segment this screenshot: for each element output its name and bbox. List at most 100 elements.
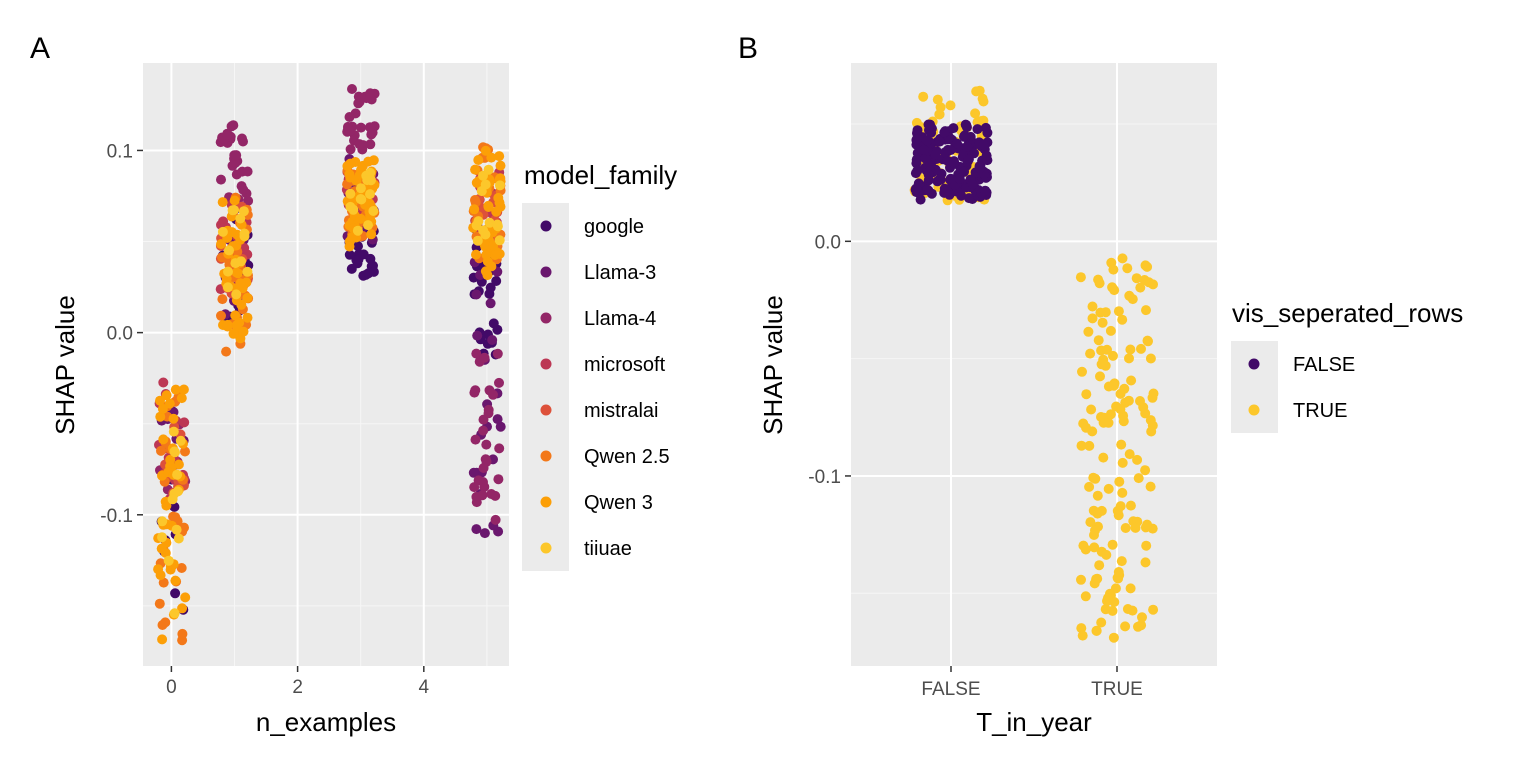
legend-key-google (540, 220, 552, 232)
data-point (170, 447, 180, 458)
data-point (345, 172, 356, 183)
data-point (242, 312, 253, 323)
data-point (480, 179, 491, 190)
data-point (1142, 261, 1153, 272)
panel-a-y-tick-label: -0.1 (100, 506, 133, 527)
data-point (480, 229, 491, 240)
data-point (1114, 476, 1125, 487)
data-point (1120, 523, 1131, 533)
data-point (156, 445, 166, 456)
data-point (926, 127, 937, 138)
data-point (468, 467, 479, 478)
data-point (239, 231, 250, 242)
panel-a-x-axis-title: n_examples (256, 707, 396, 737)
data-point (492, 324, 503, 335)
data-point (952, 138, 963, 149)
data-point (962, 141, 973, 152)
data-point (1140, 465, 1151, 476)
data-point (1116, 556, 1127, 567)
data-point (1085, 348, 1096, 359)
data-point (1083, 326, 1094, 337)
data-point (978, 140, 989, 151)
data-point (492, 414, 503, 425)
data-point (168, 413, 179, 424)
data-point (345, 201, 356, 212)
data-point (1103, 381, 1114, 392)
data-point (1084, 440, 1095, 451)
data-point (366, 229, 377, 240)
data-point (231, 320, 242, 331)
legend-key-llama-3 (540, 266, 552, 278)
data-point (222, 129, 233, 140)
data-point (1146, 426, 1157, 437)
data-point (954, 173, 965, 184)
panel-a-x-tick-label: 0 (166, 677, 177, 698)
data-point (494, 235, 505, 246)
data-point (972, 124, 983, 135)
data-point (1148, 279, 1158, 290)
panel-a-legend-key-background (522, 203, 569, 571)
data-point (1101, 549, 1112, 560)
panel-a-x-tick-label: 4 (419, 677, 430, 698)
data-point (923, 169, 934, 180)
data-point (1108, 350, 1118, 361)
data-point (1136, 343, 1146, 354)
data-point (1092, 573, 1103, 584)
data-point (485, 298, 496, 309)
data-point (486, 489, 497, 499)
data-point (216, 310, 226, 321)
data-point (1089, 542, 1100, 553)
data-point (157, 516, 168, 527)
data-point (1142, 519, 1153, 530)
data-point (1105, 409, 1116, 420)
data-point (1087, 313, 1098, 324)
data-point (967, 179, 978, 190)
data-point (231, 267, 242, 278)
data-point (238, 326, 249, 337)
data-point (1135, 396, 1145, 406)
data-point (1124, 449, 1135, 460)
data-point (1092, 490, 1103, 501)
data-point (1077, 630, 1088, 641)
data-point (352, 225, 363, 236)
data-point (1081, 422, 1091, 433)
data-point (478, 425, 489, 436)
data-point (495, 160, 506, 171)
data-point (472, 330, 483, 341)
data-point (158, 577, 169, 588)
data-point (1145, 481, 1156, 492)
data-point (227, 205, 238, 216)
data-point (1119, 383, 1130, 394)
data-point (221, 346, 232, 357)
data-point (173, 533, 184, 544)
data-point (911, 134, 922, 145)
data-point (227, 227, 237, 238)
data-point (945, 100, 956, 111)
legend-label: Qwen 3 (584, 492, 653, 514)
data-point (918, 91, 929, 102)
panel-b-legend-key-background (1231, 341, 1278, 433)
legend-label: TRUE (1293, 400, 1347, 422)
data-point (1093, 335, 1104, 346)
data-point (1103, 483, 1114, 494)
data-point (169, 608, 180, 619)
panel-a-y-axis-title: SHAP value (50, 295, 80, 435)
panel-b: B FALSE TRUE-0.10.0 T_in_year SHAP value … (738, 32, 1463, 737)
data-point (170, 384, 181, 395)
data-point (1087, 301, 1098, 312)
data-point (235, 278, 246, 289)
legend-key-qwen-3 (540, 496, 552, 508)
data-point (238, 136, 248, 147)
data-point (912, 165, 923, 176)
data-point (495, 180, 505, 191)
data-point (495, 201, 506, 212)
data-point (1100, 604, 1111, 615)
data-point (1141, 305, 1151, 316)
panel-b-x-axis-title: T_in_year (976, 707, 1092, 737)
data-point (179, 417, 190, 428)
data-point (1143, 336, 1153, 347)
data-point (470, 195, 480, 205)
data-point (364, 93, 375, 104)
data-point (1140, 557, 1151, 568)
data-point (1113, 567, 1124, 577)
